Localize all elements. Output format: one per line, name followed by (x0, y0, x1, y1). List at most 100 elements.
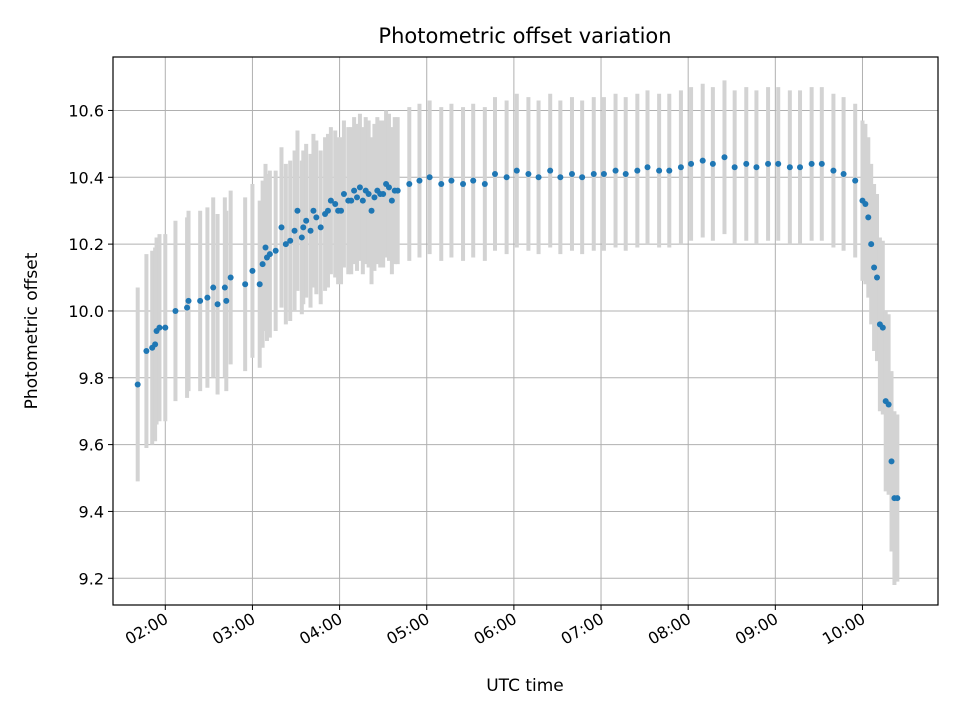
data-point (513, 167, 520, 174)
data-point (272, 247, 279, 254)
data-point (162, 324, 169, 331)
data-point (871, 264, 878, 271)
data-point (204, 294, 211, 301)
data-point (868, 241, 875, 248)
data-point (385, 184, 392, 191)
y-axis: 9.2 9.4 9.6 9.8 10.0 10.2 10.4 10.6 (68, 101, 113, 588)
data-point (359, 197, 366, 204)
data-point (797, 164, 804, 171)
data-point (885, 401, 892, 408)
data-point (303, 217, 310, 224)
data-point (448, 177, 455, 184)
data-point (600, 170, 607, 177)
data-point (888, 458, 895, 465)
y-tick-label: 9.8 (79, 369, 104, 388)
data-point (249, 267, 256, 274)
data-point (438, 180, 445, 187)
y-tick-label: 10.2 (68, 235, 104, 254)
data-point (731, 164, 738, 171)
data-point (256, 281, 263, 288)
data-point (197, 297, 204, 304)
data-point (879, 324, 886, 331)
data-point (460, 180, 467, 187)
data-point (184, 304, 191, 311)
data-point (266, 251, 273, 258)
data-point (313, 214, 320, 221)
data-point (365, 191, 372, 197)
data-point (579, 174, 586, 181)
data-point (416, 177, 423, 184)
data-point (470, 177, 477, 184)
data-point (765, 160, 772, 167)
data-point (786, 164, 793, 171)
data-point (259, 261, 266, 268)
plot-frame (112, 56, 939, 606)
data-point (677, 164, 684, 171)
data-point (709, 160, 716, 167)
data-point (368, 207, 375, 214)
data-point (535, 174, 542, 181)
data-point (852, 177, 859, 184)
data-point (818, 160, 825, 167)
data-point (699, 157, 706, 164)
data-point (185, 297, 192, 304)
data-point (568, 170, 575, 177)
data-point (294, 207, 301, 214)
data-point (210, 284, 217, 291)
data-point (388, 197, 395, 204)
data-point (426, 174, 433, 181)
data-point (808, 160, 815, 167)
data-point (753, 164, 760, 171)
data-point (351, 187, 358, 194)
y-tick-label: 9.6 (79, 436, 104, 455)
data-point (278, 224, 285, 231)
data-point (380, 191, 387, 197)
y-tick-label: 10.6 (68, 101, 104, 120)
grid (113, 57, 938, 605)
data-point (644, 164, 651, 171)
chart-title: Photometric offset variation (378, 24, 671, 48)
data-point (282, 241, 289, 248)
data-point (590, 170, 597, 177)
data-points (134, 154, 901, 502)
data-point (156, 324, 163, 331)
data-point (327, 197, 334, 204)
data-point (491, 170, 498, 177)
data-point (223, 297, 230, 304)
data-point (830, 167, 837, 174)
y-tick-label: 9.2 (79, 569, 104, 588)
data-point (340, 191, 347, 197)
data-point (862, 201, 869, 208)
data-point (287, 237, 294, 244)
data-point (503, 174, 510, 181)
data-point (394, 187, 401, 194)
data-point (324, 207, 331, 214)
data-point (221, 284, 228, 291)
data-point (134, 381, 141, 388)
data-point (356, 184, 363, 191)
data-point (317, 224, 324, 231)
y-tick-label: 10.0 (68, 302, 104, 321)
data-point (300, 224, 307, 231)
data-point (227, 274, 234, 281)
data-point (262, 244, 269, 251)
data-point (894, 495, 901, 502)
data-point (214, 301, 221, 308)
data-point (338, 207, 345, 214)
data-point (612, 167, 619, 174)
data-point (298, 234, 305, 241)
data-point (743, 160, 750, 167)
data-point (840, 170, 847, 177)
data-point (291, 227, 298, 234)
data-point (721, 154, 728, 161)
data-point (307, 227, 314, 234)
data-point (873, 274, 880, 281)
data-point (406, 180, 413, 187)
data-point (557, 174, 564, 181)
data-point (547, 167, 554, 174)
data-point (865, 214, 872, 221)
data-point (152, 341, 159, 348)
data-point (348, 197, 355, 204)
